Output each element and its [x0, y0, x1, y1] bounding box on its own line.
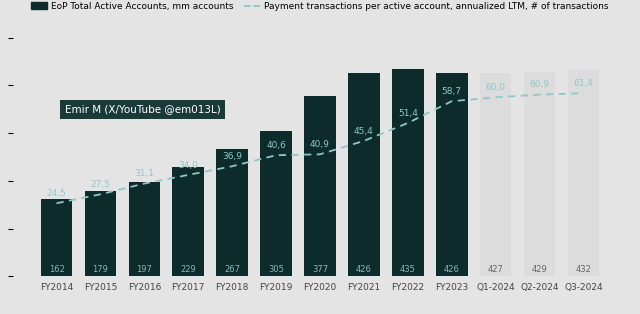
Text: 432: 432 [575, 265, 591, 274]
Text: 377: 377 [312, 265, 328, 274]
Legend: EoP Total Active Accounts, mm accounts, Payment transactions per active account,: EoP Total Active Accounts, mm accounts, … [28, 0, 612, 14]
Bar [260, 131, 292, 276]
Text: 305: 305 [268, 265, 284, 274]
Text: 60,0: 60,0 [486, 83, 506, 92]
Bar [348, 73, 380, 276]
Text: 51,4: 51,4 [398, 109, 418, 118]
Text: 426: 426 [444, 265, 460, 274]
Text: 27,5: 27,5 [90, 180, 110, 189]
Text: 427: 427 [488, 265, 504, 274]
Text: 40,9: 40,9 [310, 140, 330, 149]
Text: 197: 197 [136, 265, 152, 274]
Bar [84, 191, 116, 276]
Text: 162: 162 [49, 265, 65, 274]
Text: 229: 229 [180, 265, 196, 274]
Bar [304, 96, 336, 276]
Text: 58,7: 58,7 [442, 87, 461, 96]
Bar [392, 69, 424, 276]
Text: 179: 179 [93, 265, 108, 274]
Text: 45,4: 45,4 [354, 127, 374, 136]
Text: 31,1: 31,1 [134, 169, 154, 178]
Bar [568, 70, 599, 276]
Text: 34,0: 34,0 [179, 160, 198, 170]
Text: 24,5: 24,5 [47, 189, 67, 198]
Text: 36,9: 36,9 [222, 152, 242, 161]
Bar [172, 167, 204, 276]
Bar [216, 149, 248, 276]
Text: 429: 429 [532, 265, 547, 274]
Text: 267: 267 [224, 265, 240, 274]
Text: 40,6: 40,6 [266, 141, 286, 150]
Bar [480, 73, 511, 276]
Text: Emir M (X/YouTube @em013L): Emir M (X/YouTube @em013L) [65, 104, 221, 114]
Text: 435: 435 [400, 265, 416, 274]
Bar [129, 182, 160, 276]
Bar [436, 73, 468, 276]
Text: 61,4: 61,4 [573, 79, 593, 88]
Bar [41, 199, 72, 276]
Text: 426: 426 [356, 265, 372, 274]
Text: 60,9: 60,9 [529, 80, 550, 89]
Bar [524, 72, 556, 276]
